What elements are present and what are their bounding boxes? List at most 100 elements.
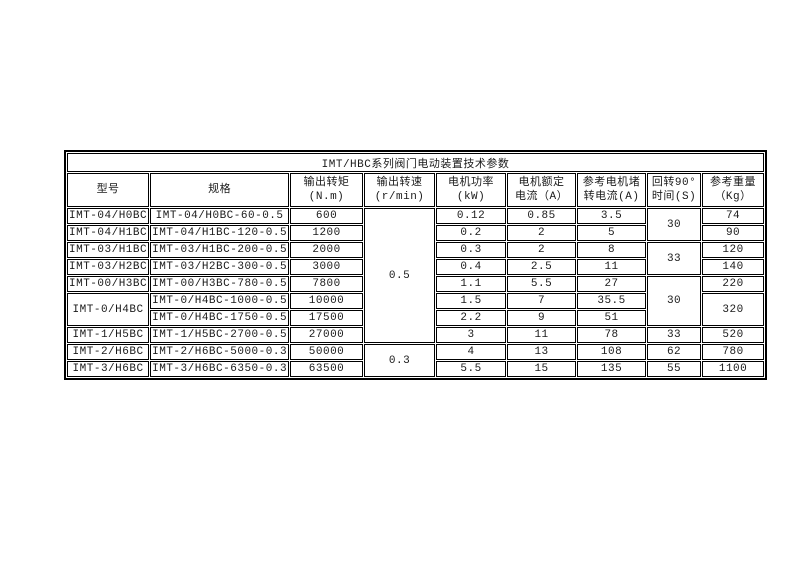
- title-row: IMT/HBC系列阀门电动装置技术参数: [67, 153, 765, 172]
- header-line: 时间(S): [651, 191, 697, 203]
- header-line: 输出转矩: [303, 177, 350, 189]
- cell-time: 62: [647, 344, 702, 360]
- cell-power: 0.2: [436, 225, 507, 241]
- cell-model: IMT-04/H0BC: [67, 208, 150, 224]
- cell-model: IMT-03/H1BC: [67, 242, 150, 258]
- cell-locked-current: 51: [577, 310, 647, 326]
- col-header-time: 回转90° 时间(S): [647, 173, 702, 207]
- cell-model: IMT-0/H4BC: [67, 293, 150, 326]
- header-line: 电机额定: [518, 177, 565, 189]
- col-header-rated-current: 电机额定电流（A）: [507, 173, 577, 207]
- table-row: IMT-3/H6BC IMT-3/H6BC-6350-0.3 63500 5.5…: [67, 361, 765, 377]
- cell-locked-current: 108: [577, 344, 647, 360]
- table-row: IMT-03/H1BC IMT-03/H1BC-200-0.5 2000 0.3…: [67, 242, 765, 275]
- cell-spec: IMT-04/H0BC-60-0.5: [150, 208, 290, 224]
- cell-power: 5.5: [436, 361, 507, 377]
- cell-time: 30: [647, 208, 702, 241]
- cell-model: IMT-00/H3BC: [67, 276, 150, 292]
- cell-power: 4: [436, 344, 507, 360]
- cell-torque: 10000: [290, 293, 364, 309]
- cell-time: 33: [647, 242, 702, 275]
- cell-time: 55: [647, 361, 702, 377]
- table-title: IMT/HBC系列阀门电动装置技术参数: [67, 153, 765, 172]
- cell-speed: 0.3: [364, 344, 436, 377]
- cell-rated-current: 15: [507, 361, 577, 377]
- cell-weight: 220: [702, 276, 765, 292]
- cell-locked-current: 3.5: [577, 208, 647, 224]
- cell-model: IMT-1/H5BC: [67, 327, 150, 343]
- cell-locked-current: 8: [577, 242, 647, 258]
- cell-power: 2.2: [436, 310, 507, 326]
- cell-spec: IMT-1/H5BC-2700-0.5: [150, 327, 290, 343]
- cell-rated-current: 7: [507, 293, 577, 309]
- cell-model: IMT-2/H6BC: [67, 344, 150, 360]
- table-row: IMT-0/H4BC IMT-0/H4BC-1000-0.5 10000 1.5…: [67, 293, 765, 326]
- table-row: IMT-03/H2BC IMT-03/H2BC-300-0.5 3000 0.4…: [67, 259, 765, 275]
- cell-rated-current: 2: [507, 225, 577, 241]
- cell-torque: 600: [290, 208, 364, 224]
- cell-power: 3: [436, 327, 507, 343]
- col-header-power: 电机功率 (kW): [436, 173, 507, 207]
- cell-locked-current: 5: [577, 225, 647, 241]
- cell-torque: 63500: [290, 361, 364, 377]
- cell-rated-current: 13: [507, 344, 577, 360]
- cell-torque: 2000: [290, 242, 364, 258]
- cell-model: IMT-3/H6BC: [67, 361, 150, 377]
- cell-spec: IMT-2/H6BC-5000-0.3: [150, 344, 290, 360]
- cell-time: 33: [647, 327, 702, 343]
- cell-rated-current: 2.5: [507, 259, 577, 275]
- header-line: 输出转速: [376, 177, 423, 189]
- col-header-spec: 规格: [150, 173, 290, 207]
- cell-spec: IMT-00/H3BC-780-0.5: [150, 276, 290, 292]
- header-line: 规格: [208, 184, 232, 196]
- cell-model: IMT-03/H2BC: [67, 259, 150, 275]
- header-line: 电流（A）: [514, 191, 569, 203]
- cell-locked-current: 11: [577, 259, 647, 275]
- cell-locked-current: 78: [577, 327, 647, 343]
- header-line: (r/min): [374, 191, 425, 203]
- cell-weight: 320: [702, 293, 765, 326]
- cell-torque: 27000: [290, 327, 364, 343]
- cell-weight: 74: [702, 208, 765, 224]
- table-row: IMT-04/H1BC IMT-04/H1BC-120-0.5 1200 0.2…: [67, 225, 765, 241]
- col-header-locked-current: 参考电机堵 转电流(A): [577, 173, 647, 207]
- cell-rated-current: 0.85: [507, 208, 577, 224]
- cell-weight: 1100: [702, 361, 765, 377]
- cell-locked-current: 27: [577, 276, 647, 292]
- cell-rated-current: 9: [507, 310, 577, 326]
- table-row: IMT-1/H5BC IMT-1/H5BC-2700-0.5 27000 3 1…: [67, 327, 765, 343]
- cell-weight: 520: [702, 327, 765, 343]
- cell-spec: IMT-0/H4BC-1750-0.5: [150, 310, 290, 326]
- cell-torque: 1200: [290, 225, 364, 241]
- cell-spec: IMT-03/H2BC-300-0.5: [150, 259, 290, 275]
- col-header-torque: 输出转矩 (N.m): [290, 173, 364, 207]
- table-row: IMT-2/H6BC IMT-2/H6BC-5000-0.3 50000 0.3…: [67, 344, 765, 377]
- cell-rated-current: 11: [507, 327, 577, 343]
- cell-power: 1.5: [436, 293, 507, 309]
- header-line: 参考重量: [710, 177, 757, 189]
- table-row: IMT-04/H0BC IMT-04/H0BC-60-0.5 600 0.5 0…: [67, 208, 765, 343]
- col-header-model: 型号: [67, 173, 150, 207]
- cell-torque: 3000: [290, 259, 364, 275]
- cell-rated-current: 2: [507, 242, 577, 258]
- cell-power: 0.3: [436, 242, 507, 258]
- table-row: IMT-0/H4BC-1750-0.5 17500 2.2 9 51: [67, 310, 764, 326]
- table-row: IMT-00/H3BC IMT-00/H3BC-780-0.5 7800 1.1…: [67, 276, 765, 326]
- header-line: 回转90°: [651, 177, 697, 189]
- col-header-weight: 参考重量 （Kg）: [702, 173, 765, 207]
- cell-time: 30: [647, 276, 702, 326]
- cell-spec: IMT-04/H1BC-120-0.5: [150, 225, 290, 241]
- cell-weight: 120: [702, 242, 765, 258]
- spec-table: IMT/HBC系列阀门电动装置技术参数 型号 规格 输出转矩 (N.m) 输出转速…: [64, 150, 768, 380]
- cell-weight: 780: [702, 344, 765, 360]
- header-line: 型号: [96, 184, 120, 196]
- cell-power: 1.1: [436, 276, 507, 292]
- header-line: (N.m): [308, 191, 345, 203]
- cell-spec: IMT-3/H6BC-6350-0.3: [150, 361, 290, 377]
- header-line: 电机功率: [448, 177, 495, 189]
- cell-weight: 140: [702, 259, 765, 275]
- cell-power: 0.4: [436, 259, 507, 275]
- cell-locked-current: 135: [577, 361, 647, 377]
- cell-power: 0.12: [436, 208, 507, 224]
- cell-spec: IMT-0/H4BC-1000-0.5: [150, 293, 290, 309]
